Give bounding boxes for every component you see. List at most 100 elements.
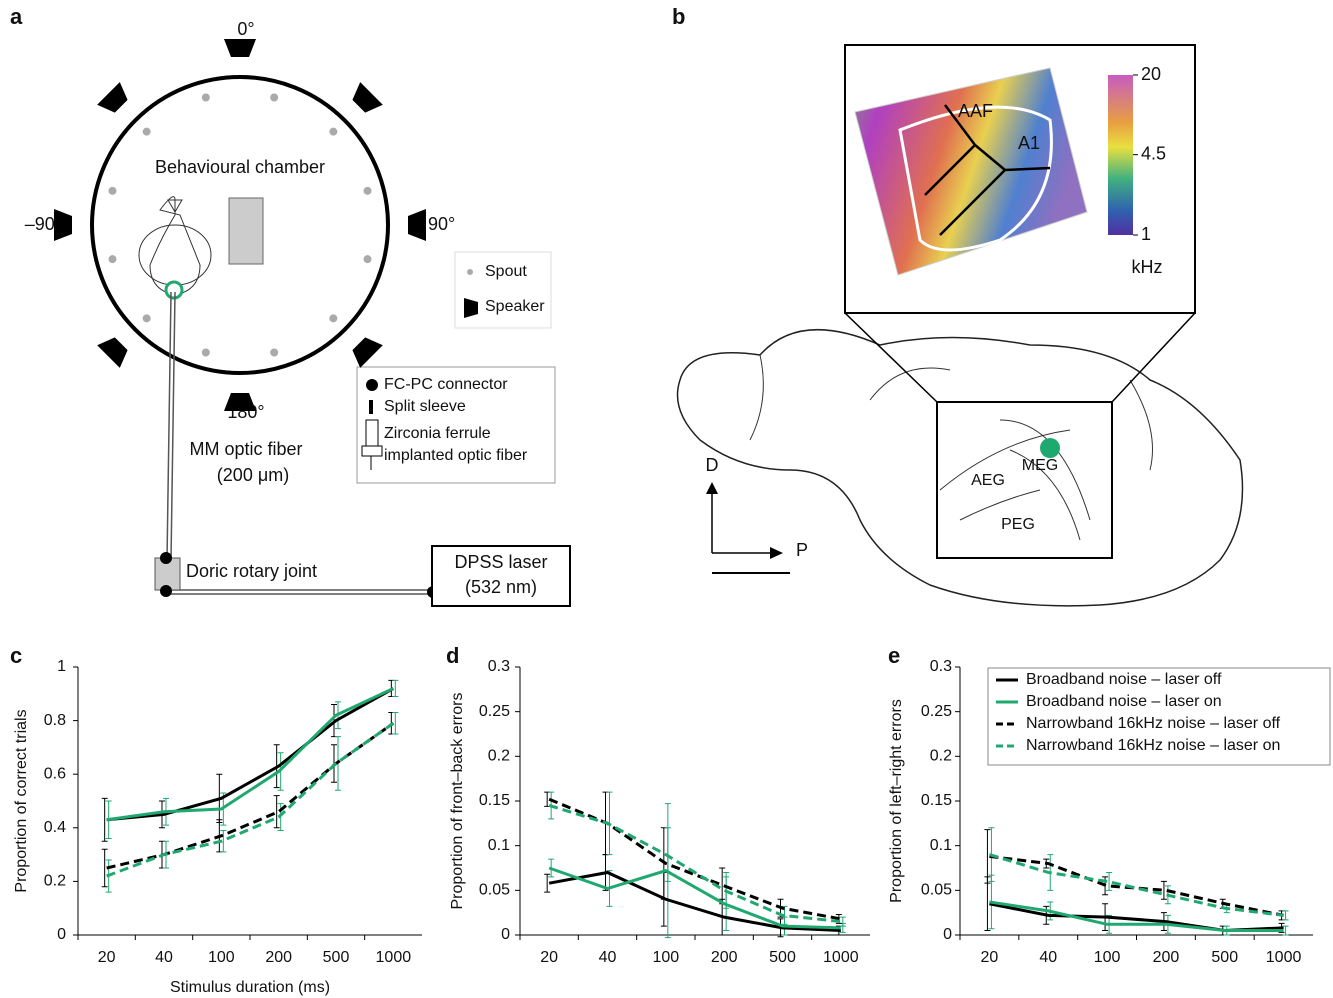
- spout: [270, 93, 279, 102]
- x-tick-label: 20: [540, 949, 558, 966]
- y-tick-label: 0.15: [921, 792, 952, 809]
- y-tick-label: 1: [57, 658, 66, 675]
- region-label: PEG: [1001, 516, 1035, 533]
- zoom-line: [844, 312, 1196, 403]
- platform: [228, 197, 264, 265]
- colorbar: [1108, 75, 1133, 235]
- series-line: [106, 687, 395, 822]
- x-tick-label: 20: [981, 949, 999, 966]
- x-tick-label: 200: [711, 949, 738, 966]
- x-axis-label: Stimulus duration (ms): [170, 979, 330, 996]
- brain-diagram: AAF A1 MEG AEG PEG D P kHz: [676, 44, 1244, 607]
- area-label: A1: [1018, 133, 1040, 153]
- error-bar: [1282, 910, 1289, 921]
- speaker: [352, 337, 383, 368]
- y-tick-label: 0: [57, 926, 66, 943]
- error-bar: [273, 795, 280, 829]
- y-tick-label: 0.25: [921, 703, 952, 720]
- joint-label: Doric rotary joint: [186, 561, 317, 581]
- x-tick-label: 1000: [823, 949, 859, 966]
- y-tick-label: 0.1: [488, 837, 510, 854]
- y-tick-label: 0.6: [44, 765, 66, 782]
- error-bar: [1282, 925, 1289, 936]
- panel-label: a: [10, 4, 23, 29]
- y-tick-label: 0.15: [479, 792, 510, 809]
- angle-label: 90°: [428, 214, 455, 234]
- error-bar: [392, 679, 399, 697]
- error-bar: [544, 873, 551, 893]
- spout: [142, 127, 151, 136]
- x-tick-label: 40: [1039, 949, 1057, 966]
- x-tick-label: 100: [652, 949, 679, 966]
- legend-box: [987, 667, 1331, 766]
- spout: [108, 255, 117, 264]
- speaker: [224, 393, 256, 411]
- x-tick-label: 1000: [1266, 949, 1302, 966]
- x-tick-label: 200: [1153, 949, 1180, 966]
- x-tick-label: 100: [208, 949, 235, 966]
- x-tick-label: 500: [323, 949, 350, 966]
- y-tick-label: 0: [501, 926, 510, 943]
- error-bar: [984, 829, 991, 884]
- sleeve-icon: [369, 400, 373, 414]
- laser-box: [431, 545, 571, 607]
- a1-outline: [898, 105, 1053, 252]
- arrow-head: [706, 482, 783, 559]
- colorbar-tick-label: 1: [1141, 224, 1151, 244]
- x-tick-label: 40: [599, 949, 617, 966]
- legend-label: Zirconia ferrule: [384, 425, 491, 442]
- colorbar-label: kHz: [1132, 257, 1163, 277]
- angle-label: –90°: [25, 214, 62, 234]
- legend-label: Broadband noise – laser on: [1026, 693, 1222, 710]
- spout: [363, 255, 372, 264]
- y-axis-label: Proportion of front–back errors: [449, 693, 466, 910]
- x-tick-label: 1000: [376, 949, 412, 966]
- y-tick-label: 0.2: [930, 748, 952, 765]
- connector-icon: [366, 379, 378, 391]
- spout: [329, 314, 338, 323]
- panel-label: c: [10, 643, 22, 668]
- series-line: [548, 804, 841, 924]
- chamber-label: Behavioural chamber: [155, 157, 325, 177]
- colorbar-tick-label: 4.5: [1141, 143, 1166, 163]
- axis-label: D: [706, 455, 719, 475]
- x-tick-label: 500: [769, 949, 796, 966]
- area-label: AAF: [958, 101, 993, 121]
- panel-label: d: [446, 643, 459, 668]
- fiber-label: MM optic fiber: [189, 439, 302, 459]
- speaker: [97, 82, 128, 113]
- spout: [201, 93, 210, 102]
- series-line: [106, 722, 395, 878]
- y-tick-label: 0.2: [488, 748, 510, 765]
- ferret: [149, 196, 201, 296]
- legend-label: implanted optic fiber: [384, 447, 528, 464]
- y-tick-label: 0.25: [479, 703, 510, 720]
- speaker-icon: [464, 298, 478, 318]
- speaker: [97, 337, 128, 368]
- error-bar: [1106, 871, 1113, 891]
- y-tick-label: 0.05: [921, 882, 952, 899]
- x-tick-label: 20: [98, 949, 116, 966]
- region-label: MEG: [1022, 457, 1058, 474]
- series-line: [548, 866, 841, 930]
- legend-label: Narrowband 16kHz noise – laser off: [1026, 715, 1281, 732]
- laser-label: (532 nm): [465, 577, 537, 597]
- spout: [329, 127, 338, 136]
- speaker: [224, 39, 256, 57]
- axis-label: P: [796, 540, 808, 560]
- angle-label: 0°: [237, 19, 254, 39]
- legend-label: FC-PC connector: [384, 376, 508, 393]
- error-bar: [101, 848, 108, 888]
- brain-outline: [676, 328, 1244, 607]
- y-tick-label: 0.05: [479, 882, 510, 899]
- ferrule-icon: [361, 419, 383, 470]
- connector: [160, 585, 172, 597]
- series-line: [989, 900, 1284, 933]
- frequency-map: [854, 67, 1088, 276]
- colorbar-tick-label: 20: [1141, 64, 1161, 84]
- error-bar: [781, 905, 788, 925]
- y-tick-label: 0.3: [488, 658, 510, 675]
- series-line: [106, 722, 395, 870]
- region-label: AEG: [971, 472, 1005, 489]
